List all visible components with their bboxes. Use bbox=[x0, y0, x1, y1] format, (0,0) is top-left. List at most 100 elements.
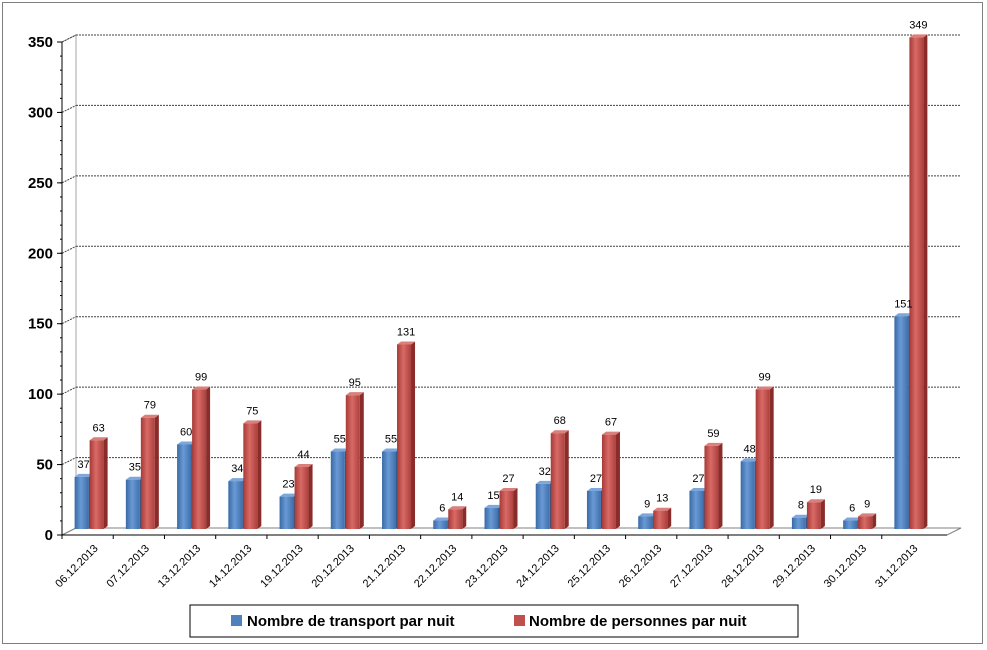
gridline-depth bbox=[61, 245, 77, 254]
x-axis: 06.12.2013 07.12.2013 13.12.2013 14.12.2013… bbox=[53, 534, 947, 590]
bar-side bbox=[872, 513, 877, 529]
x-tick-label: 14.12.2013 bbox=[207, 543, 254, 590]
x-tick-label: 19.12.2013 bbox=[258, 543, 305, 590]
floor bbox=[61, 527, 962, 536]
data-label: 99 bbox=[195, 372, 207, 384]
data-label: 15 bbox=[487, 490, 499, 502]
y-tick-label: 150 bbox=[28, 316, 53, 333]
data-label: 151 bbox=[894, 298, 912, 310]
bar-side bbox=[308, 464, 313, 529]
legend-label-transport: Nombre de transport par nuit bbox=[247, 613, 455, 630]
data-label: 63 bbox=[92, 422, 104, 434]
bar-side bbox=[615, 431, 620, 529]
bar-side bbox=[667, 507, 672, 529]
bar-front bbox=[806, 502, 821, 529]
bar-front bbox=[448, 509, 463, 529]
bar-top bbox=[499, 487, 518, 491]
x-tick-label: 07.12.2013 bbox=[105, 543, 152, 590]
data-label: 6 bbox=[439, 503, 445, 515]
bar-front bbox=[294, 467, 309, 529]
y-axis: 0 50 100 150 200 250 300 350 bbox=[28, 34, 63, 544]
data-label: 32 bbox=[539, 466, 551, 478]
bar-top bbox=[330, 448, 349, 452]
bar-top bbox=[755, 386, 774, 390]
bar-front bbox=[125, 479, 140, 529]
bar-front bbox=[89, 440, 104, 529]
data-label: 68 bbox=[554, 415, 566, 427]
bar-top bbox=[586, 487, 605, 491]
bar-personnes bbox=[345, 392, 364, 529]
x-tick-label: 30.12.2013 bbox=[822, 543, 869, 590]
bar-side bbox=[769, 386, 774, 529]
bar-front bbox=[858, 516, 873, 529]
bar-top bbox=[909, 34, 928, 38]
data-label: 59 bbox=[707, 428, 719, 440]
bar-side bbox=[462, 506, 467, 529]
bar-front bbox=[791, 517, 806, 529]
bar-front bbox=[638, 516, 653, 529]
data-label: 95 bbox=[349, 377, 361, 389]
bar-front bbox=[74, 476, 89, 529]
y-tick-label: 200 bbox=[28, 245, 53, 262]
bar-personnes bbox=[601, 431, 620, 529]
x-tick-label: 13.12.2013 bbox=[156, 543, 203, 590]
bar-top bbox=[791, 514, 810, 518]
bar-personnes bbox=[858, 513, 877, 529]
data-label: 6 bbox=[849, 503, 855, 515]
bar-top bbox=[382, 448, 401, 452]
bar-top bbox=[601, 431, 620, 435]
bar-front bbox=[499, 490, 514, 529]
data-label: 8 bbox=[798, 500, 804, 512]
x-tick-label: 06.12.2013 bbox=[53, 543, 100, 590]
bars-group bbox=[74, 34, 928, 530]
bar-front bbox=[704, 445, 719, 529]
data-label: 60 bbox=[180, 426, 192, 438]
bar-front bbox=[843, 520, 858, 529]
data-label: 48 bbox=[744, 443, 756, 455]
data-label: 37 bbox=[77, 459, 89, 471]
data-label: 55 bbox=[334, 434, 346, 446]
x-tick-label: 26.12.2013 bbox=[617, 543, 664, 590]
bar-front bbox=[345, 395, 360, 529]
bar-front bbox=[140, 417, 155, 529]
data-label: 9 bbox=[644, 498, 650, 510]
bar-top bbox=[448, 506, 467, 510]
bar-front bbox=[177, 444, 192, 529]
x-tick-label: 28.12.2013 bbox=[719, 543, 766, 590]
bar-personnes bbox=[294, 464, 313, 529]
bar-front bbox=[433, 520, 448, 529]
y-tick-label: 100 bbox=[28, 386, 53, 403]
bar-top bbox=[243, 420, 262, 424]
gridline-depth bbox=[61, 386, 77, 395]
bar-front bbox=[740, 461, 755, 529]
bar-personnes bbox=[550, 430, 569, 529]
bar-top bbox=[806, 499, 825, 503]
x-tick-label: 29.12.2013 bbox=[771, 543, 818, 590]
bar-front bbox=[653, 510, 668, 529]
bar-front bbox=[535, 483, 550, 529]
bar-front bbox=[243, 423, 258, 529]
bar-personnes bbox=[243, 420, 262, 529]
bar-top bbox=[843, 517, 862, 521]
bar-personnes bbox=[397, 341, 416, 529]
bar-top bbox=[638, 513, 657, 517]
bar-top bbox=[484, 504, 503, 508]
bar-side bbox=[359, 392, 364, 529]
x-tick-label: 25.12.2013 bbox=[566, 543, 613, 590]
bar-top bbox=[550, 430, 569, 434]
bar-top bbox=[397, 341, 416, 345]
gridline-depth bbox=[61, 316, 77, 325]
data-label: 23 bbox=[282, 479, 294, 491]
bar-top bbox=[740, 458, 759, 462]
bar-front bbox=[601, 434, 616, 529]
bar-front bbox=[689, 490, 704, 529]
data-label: 75 bbox=[246, 405, 258, 417]
y-tick-label: 300 bbox=[28, 104, 53, 121]
data-label: 27 bbox=[502, 473, 514, 485]
bar-personnes bbox=[806, 499, 825, 529]
bar-side bbox=[257, 420, 262, 529]
bar-top bbox=[689, 487, 708, 491]
data-label: 34 bbox=[231, 463, 243, 475]
bar-front bbox=[228, 481, 243, 529]
bar-front bbox=[755, 389, 770, 529]
